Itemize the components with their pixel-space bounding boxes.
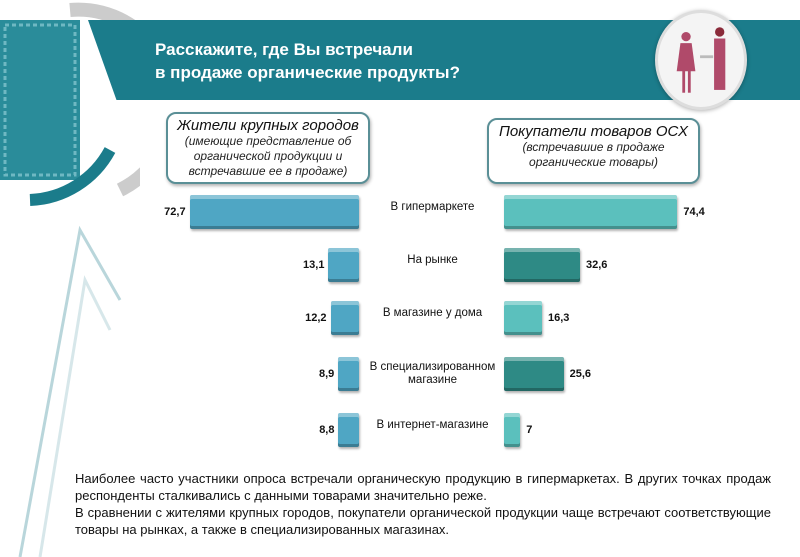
bar-osh-buyers <box>504 357 564 391</box>
value-label: 72,7 <box>164 206 186 218</box>
series-subtitle: (имеющие представление об органической п… <box>184 134 352 178</box>
bar-city-residents <box>338 413 359 447</box>
category-label: На рынке <box>407 254 458 266</box>
group-label-city-residents: Жители крупных городов (имеющие представл… <box>166 112 370 184</box>
bar-city-residents <box>338 357 359 391</box>
group-label-osh-buyers: Покупатели товаров ОСХ (встречавшие в про… <box>487 118 700 184</box>
bar-city-residents <box>189 195 359 229</box>
bar-osh-buyers <box>504 195 678 229</box>
page-title: Расскажите, где Вы встречали в продаже ор… <box>155 38 460 84</box>
value-label: 32,6 <box>585 259 608 271</box>
value-label: 8,9 <box>318 368 335 380</box>
title-line-2: в продаже органические продукты? <box>155 63 460 82</box>
series-name: Жители крупных городов <box>177 117 359 134</box>
value-label: 13,1 <box>303 259 325 271</box>
value-label: 7 <box>526 424 533 436</box>
bar-city-residents <box>330 301 359 335</box>
title-line-1: Расскажите, где Вы встречали <box>155 40 413 59</box>
value-label: 25,6 <box>569 368 592 380</box>
series-subtitle: (встречавшие в продаже органические това… <box>522 140 665 169</box>
decorative-ornament <box>0 2 140 557</box>
shopping-illustration <box>655 10 747 110</box>
category-label: В магазине у дома <box>382 307 483 319</box>
category-label: В интернет-магазине <box>376 419 489 431</box>
bar-city-residents <box>328 248 359 282</box>
seller-buyer-icon <box>676 27 726 93</box>
value-label: 74,4 <box>683 206 705 218</box>
value-label: 12,2 <box>305 312 327 324</box>
category-label: В гипермаркете <box>390 201 475 213</box>
bar-osh-buyers <box>504 248 580 282</box>
value-label: 16,3 <box>547 312 570 324</box>
note-paragraph: В сравнении с жителями крупных городов, … <box>75 505 771 537</box>
bar-osh-buyers <box>504 301 542 335</box>
category-label: В специализированном магазине <box>369 361 496 386</box>
value-label: 8,8 <box>319 424 335 436</box>
conclusion-text: Наиболее часто участники опроса встречал… <box>75 470 771 538</box>
series-name: Покупатели товаров ОСХ <box>498 123 689 140</box>
bar-osh-buyers <box>504 413 521 447</box>
note-paragraph: Наиболее часто участники опроса встречал… <box>75 471 771 503</box>
